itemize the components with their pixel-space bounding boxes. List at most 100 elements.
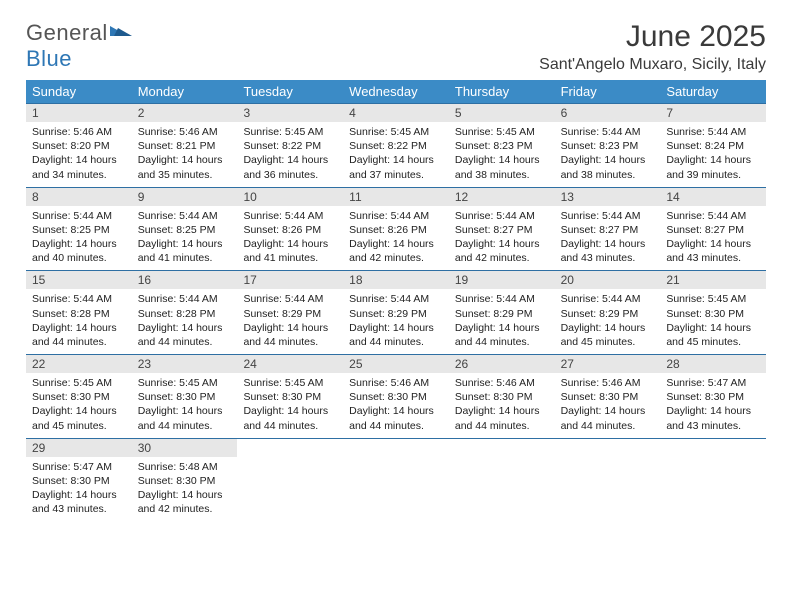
calendar-day: 28Sunrise: 5:47 AMSunset: 8:30 PMDayligh… <box>660 355 766 438</box>
day-header: Monday <box>132 80 238 103</box>
day-number: 19 <box>449 271 555 289</box>
calendar-week: 1Sunrise: 5:46 AMSunset: 8:20 PMDaylight… <box>26 103 766 187</box>
calendar-day: 1Sunrise: 5:46 AMSunset: 8:20 PMDaylight… <box>26 104 132 187</box>
calendar-day: 21Sunrise: 5:45 AMSunset: 8:30 PMDayligh… <box>660 271 766 354</box>
day-details: Sunrise: 5:44 AMSunset: 8:29 PMDaylight:… <box>449 289 555 354</box>
calendar-day: 8Sunrise: 5:44 AMSunset: 8:25 PMDaylight… <box>26 188 132 271</box>
day-details: Sunrise: 5:44 AMSunset: 8:26 PMDaylight:… <box>343 206 449 271</box>
location: Sant'Angelo Muxaro, Sicily, Italy <box>539 56 766 74</box>
day-number: 23 <box>132 355 238 373</box>
day-details: Sunrise: 5:44 AMSunset: 8:27 PMDaylight:… <box>449 206 555 271</box>
day-details: Sunrise: 5:44 AMSunset: 8:29 PMDaylight:… <box>237 289 343 354</box>
day-details: Sunrise: 5:46 AMSunset: 8:30 PMDaylight:… <box>449 373 555 438</box>
calendar: SundayMondayTuesdayWednesdayThursdayFrid… <box>26 80 766 521</box>
calendar-day <box>555 439 661 522</box>
day-details: Sunrise: 5:45 AMSunset: 8:30 PMDaylight:… <box>26 373 132 438</box>
calendar-day <box>660 439 766 522</box>
calendar-header-row: SundayMondayTuesdayWednesdayThursdayFrid… <box>26 80 766 103</box>
day-number: 22 <box>26 355 132 373</box>
day-details: Sunrise: 5:45 AMSunset: 8:22 PMDaylight:… <box>237 122 343 187</box>
day-number: 17 <box>237 271 343 289</box>
day-number: 6 <box>555 104 661 122</box>
calendar-day: 4Sunrise: 5:45 AMSunset: 8:22 PMDaylight… <box>343 104 449 187</box>
calendar-day: 17Sunrise: 5:44 AMSunset: 8:29 PMDayligh… <box>237 271 343 354</box>
day-number: 18 <box>343 271 449 289</box>
day-details: Sunrise: 5:44 AMSunset: 8:28 PMDaylight:… <box>26 289 132 354</box>
day-header: Wednesday <box>343 80 449 103</box>
day-number: 30 <box>132 439 238 457</box>
day-details: Sunrise: 5:44 AMSunset: 8:25 PMDaylight:… <box>26 206 132 271</box>
calendar-day: 26Sunrise: 5:46 AMSunset: 8:30 PMDayligh… <box>449 355 555 438</box>
day-details: Sunrise: 5:44 AMSunset: 8:29 PMDaylight:… <box>343 289 449 354</box>
calendar-week: 22Sunrise: 5:45 AMSunset: 8:30 PMDayligh… <box>26 354 766 438</box>
day-number: 21 <box>660 271 766 289</box>
calendar-day: 25Sunrise: 5:46 AMSunset: 8:30 PMDayligh… <box>343 355 449 438</box>
day-number: 4 <box>343 104 449 122</box>
day-number: 28 <box>660 355 766 373</box>
calendar-day: 30Sunrise: 5:48 AMSunset: 8:30 PMDayligh… <box>132 439 238 522</box>
calendar-day: 11Sunrise: 5:44 AMSunset: 8:26 PMDayligh… <box>343 188 449 271</box>
day-number: 14 <box>660 188 766 206</box>
calendar-day: 23Sunrise: 5:45 AMSunset: 8:30 PMDayligh… <box>132 355 238 438</box>
day-number: 25 <box>343 355 449 373</box>
day-details: Sunrise: 5:44 AMSunset: 8:24 PMDaylight:… <box>660 122 766 187</box>
calendar-day: 15Sunrise: 5:44 AMSunset: 8:28 PMDayligh… <box>26 271 132 354</box>
day-header: Thursday <box>449 80 555 103</box>
calendar-day <box>237 439 343 522</box>
calendar-day: 12Sunrise: 5:44 AMSunset: 8:27 PMDayligh… <box>449 188 555 271</box>
calendar-day: 14Sunrise: 5:44 AMSunset: 8:27 PMDayligh… <box>660 188 766 271</box>
day-number: 10 <box>237 188 343 206</box>
calendar-week: 29Sunrise: 5:47 AMSunset: 8:30 PMDayligh… <box>26 438 766 522</box>
day-number: 12 <box>449 188 555 206</box>
day-details: Sunrise: 5:47 AMSunset: 8:30 PMDaylight:… <box>660 373 766 438</box>
day-number: 11 <box>343 188 449 206</box>
calendar-week: 8Sunrise: 5:44 AMSunset: 8:25 PMDaylight… <box>26 187 766 271</box>
calendar-day: 27Sunrise: 5:46 AMSunset: 8:30 PMDayligh… <box>555 355 661 438</box>
day-details: Sunrise: 5:45 AMSunset: 8:23 PMDaylight:… <box>449 122 555 187</box>
calendar-day: 18Sunrise: 5:44 AMSunset: 8:29 PMDayligh… <box>343 271 449 354</box>
header: General Blue June 2025 Sant'Angelo Muxar… <box>26 20 766 74</box>
day-number: 7 <box>660 104 766 122</box>
day-details: Sunrise: 5:45 AMSunset: 8:22 PMDaylight:… <box>343 122 449 187</box>
day-details: Sunrise: 5:44 AMSunset: 8:26 PMDaylight:… <box>237 206 343 271</box>
calendar-day: 5Sunrise: 5:45 AMSunset: 8:23 PMDaylight… <box>449 104 555 187</box>
day-details: Sunrise: 5:45 AMSunset: 8:30 PMDaylight:… <box>132 373 238 438</box>
logo-flag-icon <box>110 20 134 46</box>
day-number: 5 <box>449 104 555 122</box>
day-number: 2 <box>132 104 238 122</box>
day-details: Sunrise: 5:45 AMSunset: 8:30 PMDaylight:… <box>237 373 343 438</box>
day-details: Sunrise: 5:44 AMSunset: 8:23 PMDaylight:… <box>555 122 661 187</box>
day-header: Saturday <box>660 80 766 103</box>
day-number: 29 <box>26 439 132 457</box>
day-header: Sunday <box>26 80 132 103</box>
calendar-day: 3Sunrise: 5:45 AMSunset: 8:22 PMDaylight… <box>237 104 343 187</box>
calendar-day: 20Sunrise: 5:44 AMSunset: 8:29 PMDayligh… <box>555 271 661 354</box>
calendar-day: 24Sunrise: 5:45 AMSunset: 8:30 PMDayligh… <box>237 355 343 438</box>
day-details: Sunrise: 5:47 AMSunset: 8:30 PMDaylight:… <box>26 457 132 522</box>
calendar-day: 10Sunrise: 5:44 AMSunset: 8:26 PMDayligh… <box>237 188 343 271</box>
day-number: 27 <box>555 355 661 373</box>
day-header: Friday <box>555 80 661 103</box>
day-details: Sunrise: 5:44 AMSunset: 8:27 PMDaylight:… <box>555 206 661 271</box>
day-details: Sunrise: 5:44 AMSunset: 8:27 PMDaylight:… <box>660 206 766 271</box>
day-details: Sunrise: 5:44 AMSunset: 8:28 PMDaylight:… <box>132 289 238 354</box>
calendar-day: 19Sunrise: 5:44 AMSunset: 8:29 PMDayligh… <box>449 271 555 354</box>
calendar-day <box>449 439 555 522</box>
day-details: Sunrise: 5:45 AMSunset: 8:30 PMDaylight:… <box>660 289 766 354</box>
day-number: 13 <box>555 188 661 206</box>
day-details: Sunrise: 5:46 AMSunset: 8:20 PMDaylight:… <box>26 122 132 187</box>
day-number: 9 <box>132 188 238 206</box>
calendar-day: 13Sunrise: 5:44 AMSunset: 8:27 PMDayligh… <box>555 188 661 271</box>
day-details: Sunrise: 5:44 AMSunset: 8:25 PMDaylight:… <box>132 206 238 271</box>
day-header: Tuesday <box>237 80 343 103</box>
day-details: Sunrise: 5:46 AMSunset: 8:30 PMDaylight:… <box>343 373 449 438</box>
logo-text-1: General <box>26 20 108 45</box>
calendar-day: 6Sunrise: 5:44 AMSunset: 8:23 PMDaylight… <box>555 104 661 187</box>
calendar-day <box>343 439 449 522</box>
day-number: 1 <box>26 104 132 122</box>
calendar-day: 7Sunrise: 5:44 AMSunset: 8:24 PMDaylight… <box>660 104 766 187</box>
calendar-day: 2Sunrise: 5:46 AMSunset: 8:21 PMDaylight… <box>132 104 238 187</box>
logo: General Blue <box>26 20 134 72</box>
day-details: Sunrise: 5:44 AMSunset: 8:29 PMDaylight:… <box>555 289 661 354</box>
day-details: Sunrise: 5:46 AMSunset: 8:21 PMDaylight:… <box>132 122 238 187</box>
